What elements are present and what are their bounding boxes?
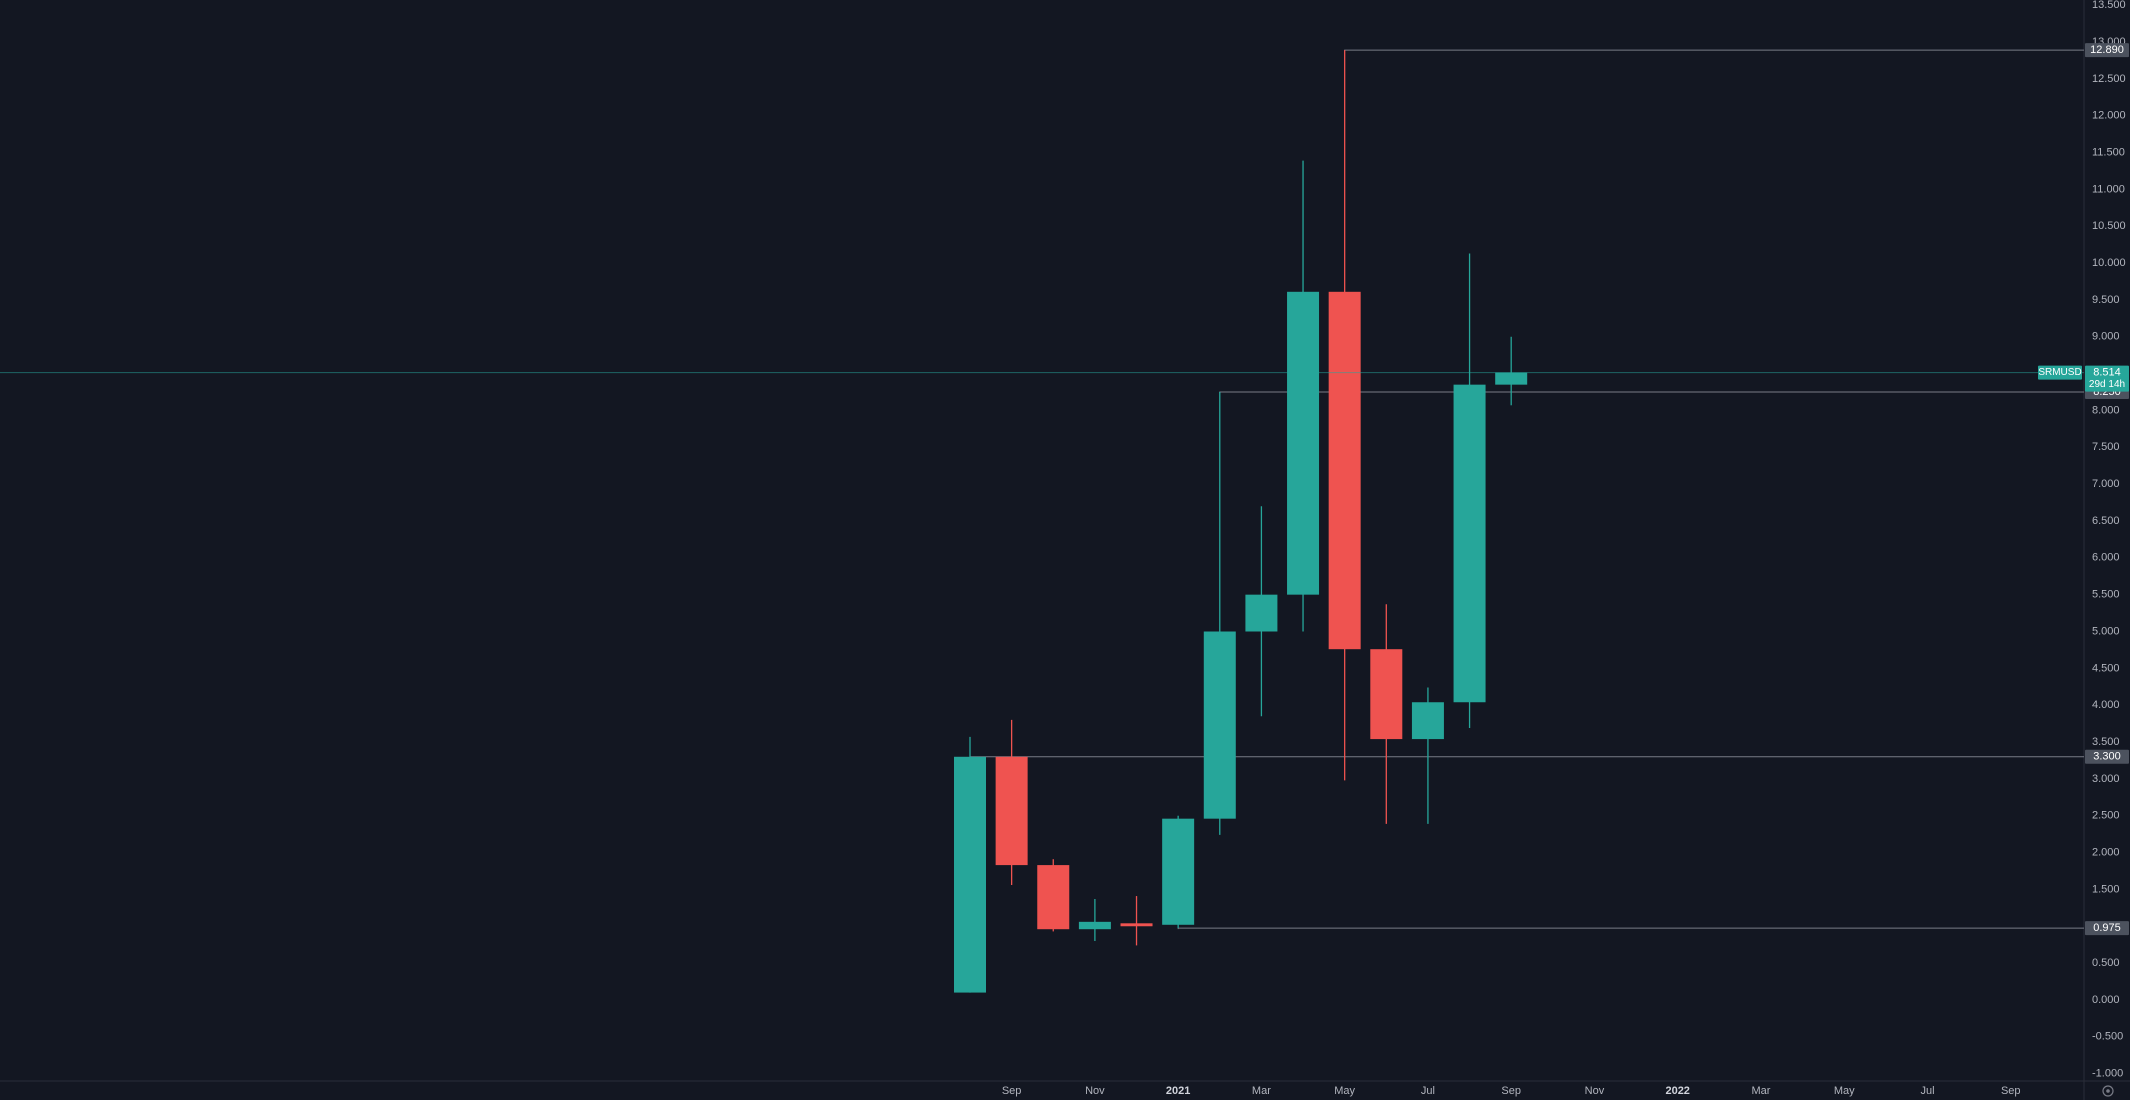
candle-body bbox=[954, 756, 986, 993]
y-tick-label: 9.000 bbox=[2092, 331, 2120, 343]
x-tick-label: Sep bbox=[1002, 1085, 1022, 1097]
candle-body bbox=[1370, 649, 1403, 740]
y-tick-label: 5.000 bbox=[2092, 625, 2120, 637]
candle-body bbox=[1245, 594, 1278, 632]
y-tick-label: -1.000 bbox=[2092, 1068, 2123, 1080]
candle-body bbox=[1328, 291, 1361, 650]
y-tick-label: 10.500 bbox=[2092, 220, 2126, 232]
last-price-label: 8.514 bbox=[2093, 366, 2121, 378]
x-tick-label: Nov bbox=[1585, 1085, 1605, 1097]
y-tick-label: 11.500 bbox=[2092, 146, 2125, 158]
symbol-label-box bbox=[2038, 365, 2082, 380]
y-tick-label: -0.500 bbox=[2092, 1031, 2123, 1043]
x-tick-label: 2021 bbox=[1166, 1085, 1190, 1097]
y-tick-label: 3.000 bbox=[2092, 773, 2120, 785]
y-tick-label: 6.000 bbox=[2092, 552, 2120, 564]
settings-icon-ring[interactable] bbox=[2102, 1085, 2114, 1097]
level-label: 3.300 bbox=[2093, 751, 2121, 763]
y-tick-label: 8.000 bbox=[2092, 404, 2120, 416]
last-price-box bbox=[2085, 365, 2129, 392]
candle-body bbox=[1203, 631, 1236, 819]
settings-icon-dot[interactable] bbox=[2106, 1089, 2110, 1093]
y-tick-label: 10.000 bbox=[2092, 257, 2126, 269]
y-tick-label: 4.000 bbox=[2092, 699, 2120, 711]
level-label: 12.890 bbox=[2090, 44, 2124, 56]
y-tick-label: 13.500 bbox=[2092, 0, 2126, 11]
x-tick-label: Sep bbox=[2001, 1085, 2021, 1097]
y-tick-label: 4.500 bbox=[2092, 662, 2120, 674]
candle-body bbox=[995, 756, 1028, 866]
candle-body bbox=[1287, 291, 1320, 595]
x-tick-label: Jul bbox=[1920, 1085, 1934, 1097]
x-tick-label: May bbox=[1334, 1085, 1355, 1097]
candle-body bbox=[1453, 384, 1486, 703]
countdown-label: 29d 14h bbox=[2089, 379, 2125, 390]
y-tick-label: 0.000 bbox=[2092, 994, 2120, 1006]
candle-body bbox=[1162, 818, 1195, 925]
y-tick-label: 0.500 bbox=[2092, 957, 2120, 969]
x-tick-label: Mar bbox=[1751, 1085, 1770, 1097]
x-tick-label: May bbox=[1834, 1085, 1855, 1097]
y-tick-label: 7.500 bbox=[2092, 441, 2120, 453]
y-tick-label: 5.500 bbox=[2092, 589, 2120, 601]
candle-body bbox=[1495, 372, 1528, 385]
symbol-label: SRMUSD bbox=[2038, 367, 2081, 378]
y-tick-label: 1.500 bbox=[2092, 883, 2120, 895]
x-tick-label: Nov bbox=[1085, 1085, 1105, 1097]
y-tick-label: 3.500 bbox=[2092, 736, 2120, 748]
candle-body bbox=[1120, 923, 1153, 927]
level-label-box bbox=[2085, 921, 2129, 936]
level-label: 0.975 bbox=[2093, 922, 2121, 934]
candle-body bbox=[1411, 702, 1444, 740]
y-tick-label: 11.000 bbox=[2092, 183, 2125, 195]
y-tick-label: 12.000 bbox=[2092, 110, 2126, 122]
settings-icon[interactable] bbox=[2102, 1085, 2114, 1097]
y-tick-label: 2.000 bbox=[2092, 846, 2120, 858]
y-tick-label: 12.500 bbox=[2092, 73, 2126, 85]
x-tick-label: 2022 bbox=[1665, 1085, 1689, 1097]
level-label-box bbox=[2085, 749, 2129, 764]
candle-body bbox=[1078, 921, 1111, 930]
x-tick-label: Jul bbox=[1421, 1085, 1435, 1097]
y-tick-label: 9.500 bbox=[2092, 294, 2120, 306]
y-tick-label: 2.500 bbox=[2092, 810, 2120, 822]
y-tick-label: 6.500 bbox=[2092, 515, 2120, 527]
y-tick-label: 7.000 bbox=[2092, 478, 2120, 490]
candle-body bbox=[1037, 865, 1070, 930]
level-label-box bbox=[2085, 43, 2129, 58]
x-tick-label: Sep bbox=[1501, 1085, 1521, 1097]
x-tick-label: Mar bbox=[1252, 1085, 1271, 1097]
